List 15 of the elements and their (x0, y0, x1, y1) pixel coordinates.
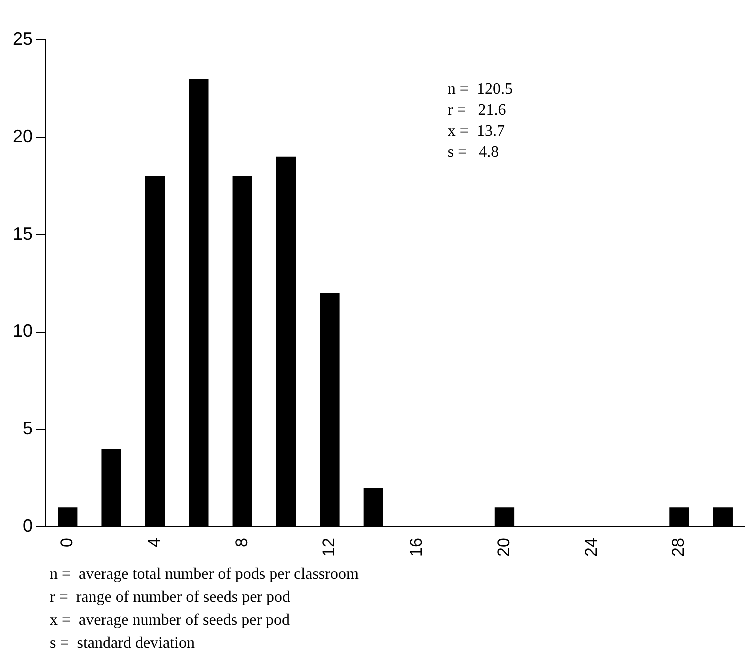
y-tick-label: 25 (12, 28, 34, 49)
y-tick-label: 20 (12, 126, 34, 146)
x-tick-label: 12 (320, 538, 339, 558)
text: n = average total number of pods per classroom r = range of number of seeds per pod x = average number of seeds per pod s = standard deviation (50, 565, 359, 654)
x-tick-label: 4 (144, 538, 164, 548)
x-tick-label: 20 (494, 538, 514, 558)
x-tick-label: 0 (58, 538, 77, 548)
x-tick-label: 28 (669, 538, 688, 558)
y-tick-label: 10 (12, 321, 34, 342)
x-tick-label: 8 (232, 538, 252, 548)
y-tick-label: 5 (23, 418, 34, 439)
annotation: n = 120.5 r = 21.6 x = 13.7 s = 4.8 (448, 81, 513, 162)
x-tick-label: 24 (582, 538, 601, 558)
y-tick-label: 15 (12, 224, 34, 244)
x-tick-label: 16 (407, 538, 426, 558)
